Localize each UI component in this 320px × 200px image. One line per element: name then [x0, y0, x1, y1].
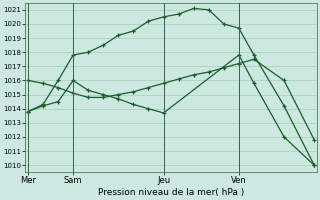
- X-axis label: Pression niveau de la mer( hPa ): Pression niveau de la mer( hPa ): [98, 188, 244, 197]
